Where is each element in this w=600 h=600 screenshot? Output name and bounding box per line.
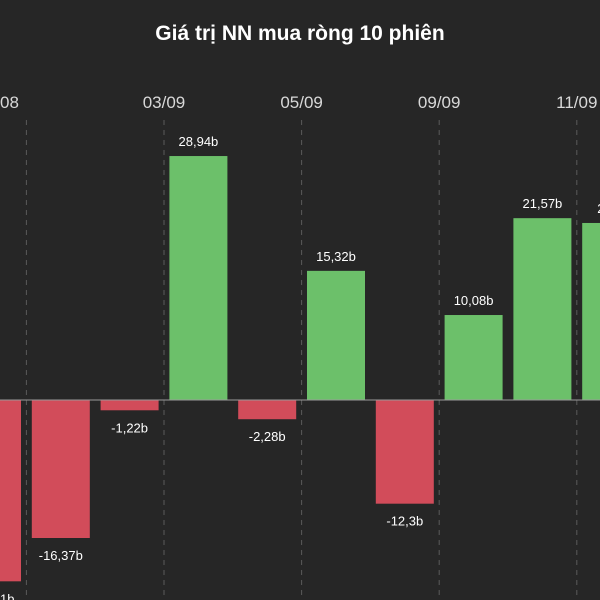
data-label: 28,94b (179, 134, 219, 149)
bar-negative (100, 400, 159, 411)
x-tick-label: 09/09 (418, 93, 461, 112)
data-label: -12,3b (386, 514, 423, 529)
bars (0, 156, 600, 582)
bar-negative (375, 400, 434, 504)
data-labels: 1b -16,37b -1,22b 28,94b -2,28b 15,32b -12,3b 1… (0, 134, 600, 600)
bar-negative (238, 400, 297, 420)
data-label: 10,08b (454, 293, 494, 308)
x-tick-label: 03/09 (143, 93, 186, 112)
data-label: 21 (597, 201, 600, 216)
x-tick-label: 08 (0, 93, 19, 112)
data-label: 1b (0, 591, 14, 600)
bar-positive (513, 218, 572, 400)
chart-title: Giá trị NN mua ròng 10 phiên (155, 22, 445, 45)
data-label: 21,57b (523, 196, 563, 211)
bar-negative (0, 400, 21, 582)
x-tick-labels: 08 03/09 05/09 09/09 11/09 (0, 93, 597, 112)
bar-positive (444, 315, 503, 400)
x-tick-label: 11/09 (556, 93, 597, 112)
grid-lines (25, 120, 578, 600)
bar-positive (169, 156, 228, 400)
x-tick-label: 05/09 (280, 93, 323, 112)
data-label: -16,37b (39, 548, 83, 563)
bar-positive (307, 270, 365, 400)
data-label: 15,32b (316, 249, 356, 264)
data-label: -1,22b (111, 420, 148, 435)
bar-positive (582, 222, 600, 400)
bar-negative (31, 400, 90, 538)
data-label: -2,28b (249, 429, 286, 444)
